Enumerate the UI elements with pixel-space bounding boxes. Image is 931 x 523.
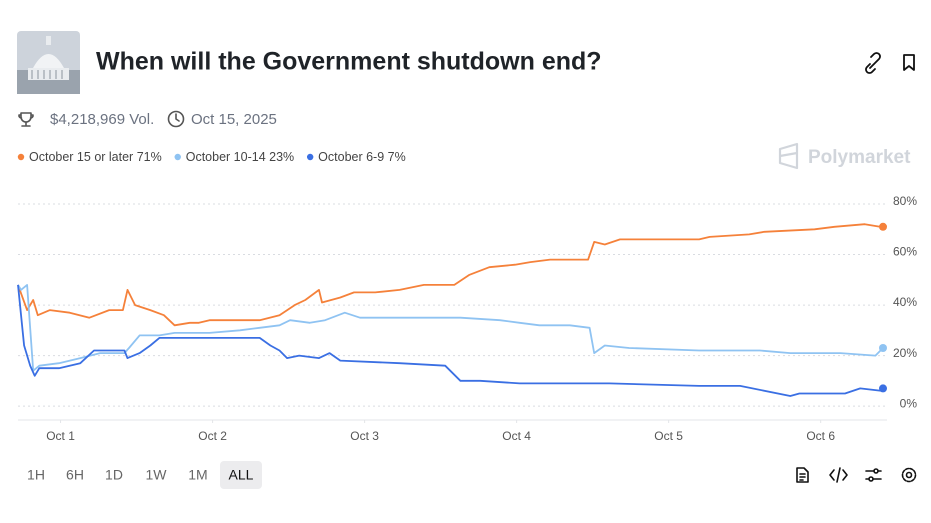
legend-name: October 10-14 <box>186 150 266 164</box>
chart-tools <box>796 467 917 483</box>
legend-entry: October 6-9 7% <box>318 150 406 164</box>
x-tick-label: Oct 6 <box>806 429 835 443</box>
settings-sliders-button[interactable] <box>865 468 882 482</box>
market-thumbnail <box>17 31 80 94</box>
notes-button[interactable] <box>796 467 809 483</box>
clock-icon <box>167 110 185 128</box>
time-range-button[interactable]: 1M <box>188 467 207 483</box>
time-range-label[interactable]: 1W <box>146 467 168 483</box>
x-tick-label: Oct 3 <box>350 429 379 443</box>
legend-current: 23% <box>269 150 294 164</box>
y-tick-label: 0% <box>900 396 918 410</box>
y-tick-label: 20% <box>893 346 917 360</box>
series-line <box>17 284 884 372</box>
legend-swatch <box>174 153 181 161</box>
x-tick-label: Oct 4 <box>502 429 531 443</box>
legend-swatch <box>17 153 25 161</box>
brand-name: Polymarket <box>808 147 911 168</box>
brand-logo: Polymarket <box>778 142 911 170</box>
series-line <box>17 223 884 327</box>
time-range-button[interactable]: 6H <box>66 467 84 483</box>
legend-entry: October 10-14 23% <box>186 150 294 164</box>
market-title: When will the Government shutdown end? <box>96 48 602 76</box>
legend-entry: October 15 or later 71% <box>29 150 162 164</box>
trophy-icon <box>18 112 34 127</box>
legend: October 15 or later 71% October 10-14 23%… <box>17 150 406 164</box>
volume: $4,218,969 Vol. <box>50 111 154 128</box>
y-tick-label: 80% <box>893 194 917 208</box>
legend-current: 7% <box>388 150 406 164</box>
series-line <box>17 284 884 397</box>
copy-link-button[interactable] <box>860 50 886 76</box>
x-tick-label: Oct 5 <box>654 429 683 443</box>
legend-swatch <box>306 153 314 161</box>
y-tick-label: 60% <box>893 245 917 259</box>
time-range-label[interactable]: 1D <box>105 467 123 483</box>
y-tick-label: 40% <box>893 295 917 309</box>
time-range-button[interactable]: 1H <box>27 467 45 483</box>
time-range-button[interactable]: 1W <box>146 467 168 483</box>
current-value-dot <box>879 222 887 231</box>
time-range-label[interactable]: 6H <box>66 467 84 483</box>
time-range-button[interactable]: ALL <box>220 461 262 489</box>
time-range-label[interactable]: 1M <box>188 467 207 483</box>
time-range-button[interactable]: 1D <box>105 467 123 483</box>
x-tick-label: Oct 2 <box>198 429 227 443</box>
plot-area: 0% 20% 40% 60% 80% Oct 1 Oct 2 Oct 3 Oct 4 Oct 5 O… <box>17 194 918 443</box>
bookmark-button[interactable] <box>896 50 922 76</box>
x-tick-label: Oct 1 <box>46 429 75 443</box>
legend-current: 71% <box>137 150 162 164</box>
time-range-selector: 1H 6H 1D 1W 1M ALL <box>27 461 262 489</box>
current-value-dot <box>879 344 887 353</box>
settings-button[interactable] <box>901 467 917 483</box>
legend-name: October 6-9 <box>318 150 384 164</box>
embed-button[interactable] <box>829 467 848 483</box>
legend-name: October 15 or later <box>29 150 133 164</box>
current-value-dot <box>879 384 887 393</box>
time-range-label[interactable]: 1H <box>27 467 45 483</box>
time-range-label[interactable]: ALL <box>229 467 254 483</box>
end-date: Oct 15, 2025 <box>191 111 277 128</box>
time-range-selected-bg <box>220 461 262 489</box>
